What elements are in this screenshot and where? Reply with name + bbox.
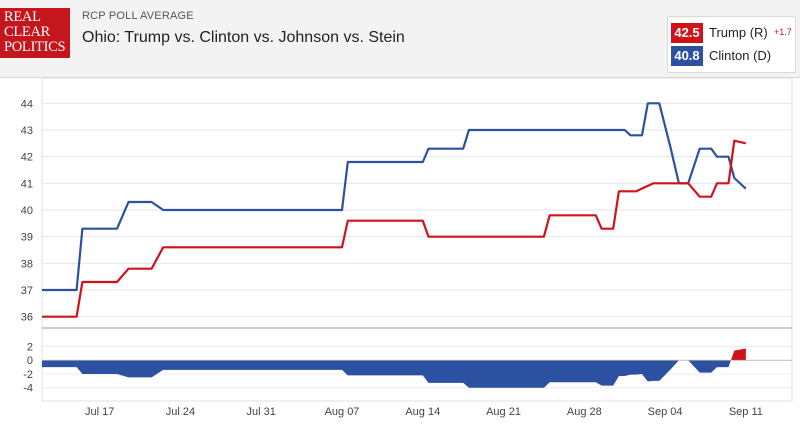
logo-line-1: REAL bbox=[4, 9, 41, 25]
x-tick-label: Aug 14 bbox=[405, 406, 440, 418]
poll-chart: 36 37 38 39 40 41 42 43 44 2 0 -2 -4 Jul 17 Jul 24 Jul … bbox=[21, 78, 793, 418]
chart-header: REAL CLEAR POLITICS RCP POLL AVERAGE Ohi… bbox=[0, 0, 800, 78]
spread-area-trump bbox=[42, 348, 746, 361]
legend-item-trump[interactable]: 42.5 Trump (R) +1.7 bbox=[671, 23, 793, 43]
rcp-logo[interactable]: REAL CLEAR POLITICS bbox=[0, 8, 70, 58]
y-tick-label: 40 bbox=[21, 205, 33, 217]
legend-change-trump: +1.7 bbox=[774, 27, 792, 37]
legend-label-clinton: Clinton (D) bbox=[709, 48, 772, 63]
y-tick-label: 42 bbox=[21, 152, 33, 164]
x-tick-label: Sep 04 bbox=[648, 406, 683, 418]
plot-border bbox=[41, 78, 793, 402]
chart-title: Ohio: Trump vs. Clinton vs. Johnson vs. … bbox=[82, 29, 405, 46]
y-tick-label: 36 bbox=[21, 312, 33, 324]
y-tick-label: 38 bbox=[21, 258, 33, 270]
x-tick-label: Aug 07 bbox=[325, 406, 360, 418]
x-tick-label: Sep 11 bbox=[729, 406, 763, 418]
y-tick-label: 43 bbox=[21, 125, 33, 137]
x-tick-label: Jul 17 bbox=[85, 406, 114, 418]
logo-line-3: POLITICS bbox=[4, 39, 66, 55]
series-line-clinton bbox=[42, 102, 747, 292]
chart-subtitle: RCP POLL AVERAGE bbox=[82, 10, 194, 22]
legend-label-trump: Trump (R) bbox=[709, 25, 768, 40]
y-tick-label: 44 bbox=[21, 98, 33, 110]
legend-value-trump: 42.5 bbox=[671, 23, 703, 43]
legend-item-clinton[interactable]: 40.8 Clinton (D) bbox=[671, 46, 793, 66]
logo-line-2: CLEAR bbox=[4, 24, 51, 40]
y-tick-label: 39 bbox=[21, 232, 33, 244]
y-tick-label: 41 bbox=[21, 178, 33, 190]
series-line-trump bbox=[42, 139, 747, 318]
spread-area-clinton bbox=[42, 360, 746, 388]
spread-tick-label: 2 bbox=[27, 341, 33, 353]
spread-tick-label: -4 bbox=[23, 383, 33, 395]
x-tick-label: Jul 31 bbox=[247, 406, 276, 418]
spread-tick-label: -2 bbox=[23, 369, 33, 381]
x-tick-label: Aug 21 bbox=[486, 406, 521, 418]
x-tick-label: Jul 24 bbox=[166, 406, 195, 418]
y-tick-label: 37 bbox=[21, 285, 33, 297]
legend-value-clinton: 40.8 bbox=[671, 46, 703, 66]
spread-tick-label: 0 bbox=[27, 355, 33, 367]
legend: 42.5 Trump (R) +1.7 40.8 Clinton (D) bbox=[667, 16, 796, 73]
x-tick-label: Aug 28 bbox=[567, 406, 602, 418]
